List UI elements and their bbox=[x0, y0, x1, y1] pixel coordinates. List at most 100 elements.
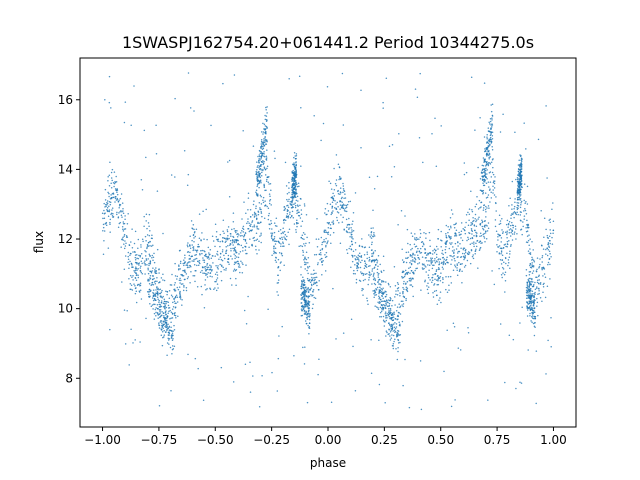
data-point bbox=[145, 239, 147, 242]
data-point bbox=[159, 321, 162, 323]
data-point bbox=[302, 280, 305, 283]
data-point bbox=[525, 226, 527, 229]
data-point bbox=[460, 230, 463, 233]
data-point bbox=[209, 249, 212, 251]
data-point bbox=[433, 264, 435, 267]
data-point bbox=[332, 220, 335, 222]
data-point bbox=[385, 281, 387, 283]
data-point bbox=[241, 262, 243, 264]
data-point bbox=[433, 259, 435, 262]
data-point bbox=[384, 311, 387, 313]
data-point bbox=[321, 241, 324, 244]
data-point bbox=[529, 309, 532, 311]
data-point bbox=[519, 199, 521, 201]
data-point bbox=[131, 266, 133, 268]
data-point bbox=[544, 276, 547, 279]
data-point bbox=[492, 192, 494, 194]
data-point bbox=[122, 207, 124, 210]
data-point bbox=[438, 261, 441, 263]
data-point bbox=[112, 213, 114, 215]
data-point bbox=[303, 363, 306, 365]
data-point bbox=[158, 301, 160, 303]
data-point bbox=[458, 231, 460, 234]
data-point bbox=[402, 305, 404, 308]
data-point bbox=[155, 152, 158, 155]
data-point bbox=[425, 266, 427, 268]
data-point bbox=[132, 342, 134, 344]
data-point bbox=[294, 188, 297, 190]
data-point bbox=[150, 305, 153, 308]
data-point bbox=[260, 174, 263, 177]
data-point bbox=[283, 245, 285, 247]
data-point bbox=[515, 238, 517, 240]
data-point bbox=[307, 261, 309, 264]
data-point bbox=[305, 263, 307, 266]
data-point bbox=[169, 318, 171, 320]
data-point bbox=[123, 268, 126, 270]
data-point bbox=[397, 332, 399, 335]
data-point bbox=[108, 101, 111, 104]
data-point bbox=[318, 253, 321, 256]
data-point bbox=[297, 200, 299, 202]
data-point bbox=[114, 181, 116, 183]
data-point bbox=[204, 265, 207, 268]
data-point bbox=[506, 236, 508, 239]
data-point bbox=[288, 187, 290, 189]
data-point bbox=[190, 271, 192, 273]
data-point bbox=[342, 185, 345, 187]
data-point bbox=[371, 268, 374, 270]
data-point bbox=[378, 295, 380, 298]
data-point bbox=[485, 216, 487, 218]
data-point bbox=[291, 204, 293, 206]
data-point bbox=[263, 183, 265, 186]
data-point bbox=[412, 271, 415, 274]
data-point bbox=[531, 265, 534, 268]
data-point bbox=[477, 267, 479, 269]
data-point bbox=[257, 228, 260, 230]
data-point bbox=[542, 266, 545, 269]
data-point bbox=[309, 289, 311, 291]
data-point bbox=[225, 238, 227, 240]
data-point bbox=[534, 326, 536, 328]
data-point bbox=[189, 257, 191, 260]
data-point bbox=[243, 238, 245, 241]
data-point bbox=[519, 179, 521, 181]
data-point bbox=[368, 176, 371, 178]
data-point bbox=[173, 328, 176, 331]
data-point bbox=[270, 219, 272, 222]
data-point bbox=[340, 191, 342, 194]
data-point bbox=[372, 290, 374, 292]
data-point bbox=[225, 252, 227, 254]
data-point bbox=[496, 250, 498, 253]
data-point bbox=[227, 245, 229, 247]
data-point bbox=[273, 252, 275, 255]
data-point bbox=[305, 295, 308, 298]
data-point bbox=[382, 297, 384, 299]
data-point bbox=[162, 323, 164, 326]
data-point bbox=[449, 225, 452, 227]
data-point bbox=[446, 329, 448, 332]
data-point bbox=[386, 301, 388, 303]
data-point bbox=[298, 185, 300, 188]
data-point bbox=[168, 310, 170, 313]
data-point bbox=[164, 308, 166, 310]
data-point bbox=[104, 98, 106, 101]
data-point bbox=[327, 226, 330, 229]
data-point bbox=[400, 210, 403, 212]
data-point bbox=[334, 182, 337, 185]
data-point bbox=[511, 233, 514, 235]
data-point bbox=[451, 250, 454, 252]
data-point bbox=[133, 250, 136, 253]
data-point bbox=[523, 218, 525, 220]
data-point bbox=[432, 296, 435, 298]
data-point bbox=[397, 330, 400, 332]
data-point bbox=[293, 162, 295, 164]
data-point bbox=[267, 181, 270, 183]
data-point bbox=[295, 173, 297, 175]
data-point bbox=[472, 220, 474, 223]
data-point bbox=[482, 157, 485, 159]
data-point bbox=[549, 242, 551, 245]
data-point bbox=[374, 283, 377, 286]
data-point bbox=[131, 276, 133, 279]
data-point bbox=[300, 280, 303, 282]
